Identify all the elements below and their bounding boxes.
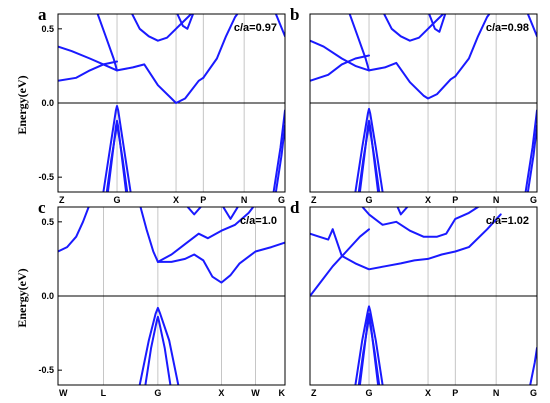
band-line [274, 14, 285, 38]
x-tick-label: N [493, 388, 500, 398]
band-line [138, 306, 180, 385]
y-tick-label: 0.5 [41, 24, 54, 34]
band-line [186, 207, 203, 216]
panel-b: Z G X P N Gb c/a=0.98 [290, 5, 538, 205]
band-line [357, 317, 381, 385]
plot-frame [309, 206, 538, 386]
y-tick-label: -0.5 [38, 365, 54, 375]
panel-a: 0.5 0.0 -0.5 Z G X P N Ga c/a=0.97 [38, 5, 286, 205]
panel-d: Z G X P N Gd c/a=1.02 [290, 198, 538, 398]
band-line [310, 39, 370, 72]
band-line [131, 14, 193, 42]
band-line [274, 124, 285, 192]
x-tick-label: N [493, 195, 500, 205]
ca-ratio-label: c/a=0.97 [234, 22, 277, 34]
x-tick-label: G [366, 388, 373, 398]
ca-ratio-label: c/a=1.0 [240, 215, 277, 227]
x-tick-label: G [154, 388, 161, 398]
x-tick-label: L [101, 388, 107, 398]
band-line [144, 315, 172, 385]
x-tick-label: X [173, 195, 179, 205]
x-tick-label: P [452, 195, 458, 205]
band-line [58, 60, 118, 82]
x-tick-label: G [366, 195, 373, 205]
band-line [454, 14, 491, 78]
x-tick-label: Z [311, 195, 317, 205]
band-line [310, 228, 370, 297]
band-line [368, 61, 457, 100]
band-line [310, 228, 334, 241]
panel-c: 0.5 0.0 -0.5 W L G X W Kc c/a=1.0 [38, 198, 286, 398]
y-tick-label: -0.5 [38, 172, 54, 182]
band-line [58, 45, 118, 72]
y-axis-label-bottom: Energy(eV) [15, 268, 29, 327]
band-line [428, 14, 447, 33]
panels: 0.5 0.0 -0.5 Z G X P N Ga c/a=0.97 Z G X P N Gb c/a=0.98… [38, 5, 538, 398]
band-line [272, 109, 285, 192]
band-line [396, 207, 409, 216]
band-line [116, 63, 205, 104]
x-tick-label: G [530, 195, 537, 205]
band-line [529, 346, 537, 385]
bands [310, 14, 537, 192]
band-line [102, 105, 132, 192]
x-tick-label: N [241, 195, 248, 205]
x-tick-label: Z [311, 388, 317, 398]
x-tick-label: X [425, 388, 431, 398]
y-tick-label: 0.5 [41, 217, 54, 227]
band-line [354, 305, 384, 385]
band-line [310, 54, 370, 82]
band-line [202, 14, 239, 79]
ca-ratio-label: c/a=1.02 [486, 215, 529, 227]
band-line [361, 207, 481, 238]
band-line [357, 124, 381, 192]
band-line [348, 14, 370, 72]
band-line [526, 14, 537, 38]
band-line [331, 213, 502, 271]
bands [58, 207, 285, 385]
band-line [156, 241, 285, 284]
band-line [383, 14, 445, 42]
band-line [58, 207, 90, 253]
x-tick-label: G [114, 195, 121, 205]
y-tick-label: 0.0 [41, 291, 54, 301]
x-tick-label: G [530, 388, 537, 398]
bands [58, 14, 285, 192]
x-tick-label: K [279, 388, 286, 398]
x-tick-label: P [452, 388, 458, 398]
band-line [139, 207, 159, 263]
band-line [354, 107, 384, 192]
plot-frame [309, 13, 538, 193]
x-tick-label: X [218, 388, 224, 398]
x-tick-label: X [425, 195, 431, 205]
y-axis-label-top: Energy(eV) [15, 75, 29, 134]
band-line [105, 124, 129, 192]
band-line [96, 14, 118, 72]
x-tick-label: Z [59, 195, 65, 205]
x-tick-label: G [278, 195, 285, 205]
band-line [156, 207, 255, 263]
panel-letter: d [290, 198, 300, 217]
ca-ratio-label: c/a=0.98 [486, 22, 529, 34]
y-tick-label: 0.0 [41, 98, 54, 108]
band-line [222, 207, 239, 220]
panel-letter: b [290, 5, 299, 24]
band-line [526, 124, 537, 192]
band-line [176, 14, 195, 30]
band-line [524, 109, 537, 192]
panel-letter: c [38, 198, 46, 217]
x-tick-label: P [200, 195, 206, 205]
panel-letter: a [38, 5, 47, 24]
x-tick-label: W [59, 388, 68, 398]
x-tick-label: W [251, 388, 260, 398]
